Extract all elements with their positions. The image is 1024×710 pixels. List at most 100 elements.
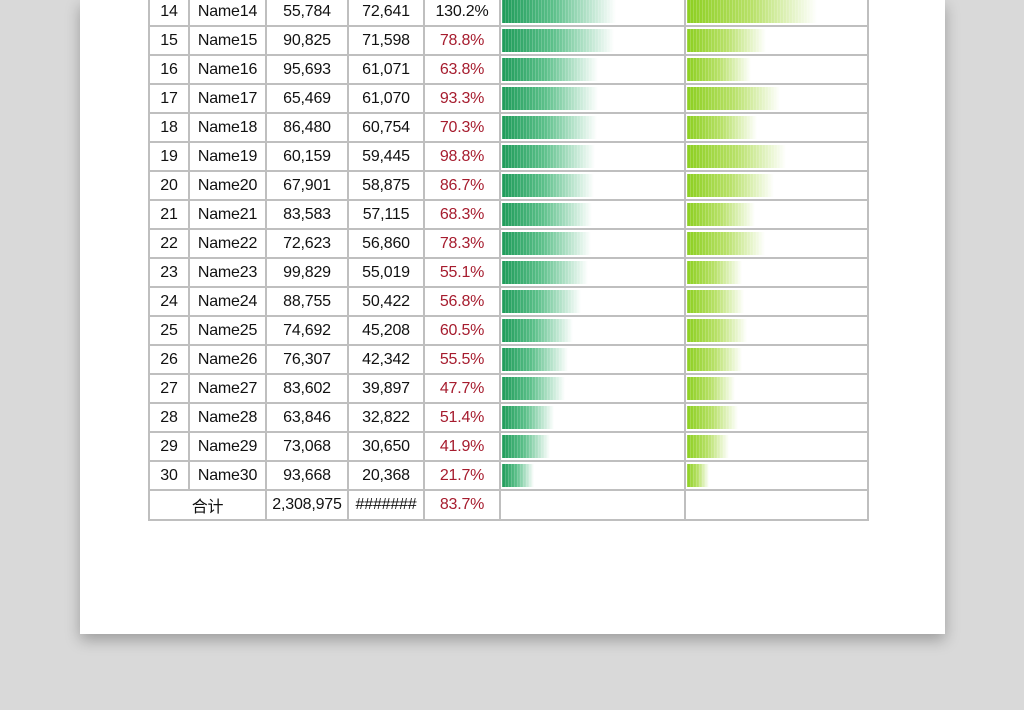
value-a-cell[interactable]: 76,307: [265, 344, 349, 375]
total-bar-cell-ratio[interactable]: [684, 489, 869, 521]
row-number-cell[interactable]: 20: [148, 170, 190, 201]
percent-cell[interactable]: 55.5%: [423, 344, 501, 375]
row-number-cell[interactable]: 26: [148, 344, 190, 375]
percent-cell[interactable]: 55.1%: [423, 257, 501, 288]
value-a-cell[interactable]: 74,692: [265, 315, 349, 346]
name-cell[interactable]: Name18: [188, 112, 267, 143]
data-bar-cell-value[interactable]: [499, 228, 686, 259]
data-bar-cell-ratio[interactable]: [684, 199, 869, 230]
percent-cell[interactable]: 68.3%: [423, 199, 501, 230]
row-number-cell[interactable]: 16: [148, 54, 190, 85]
row-number-cell[interactable]: 24: [148, 286, 190, 317]
data-bar-cell-value[interactable]: [499, 315, 686, 346]
data-bar-cell-ratio[interactable]: [684, 170, 869, 201]
row-number-cell[interactable]: 17: [148, 83, 190, 114]
percent-cell[interactable]: 98.8%: [423, 141, 501, 172]
percent-cell[interactable]: 63.8%: [423, 54, 501, 85]
value-a-cell[interactable]: 99,829: [265, 257, 349, 288]
data-bar-cell-ratio[interactable]: [684, 257, 869, 288]
value-b-cell[interactable]: 71,598: [347, 25, 425, 56]
data-bar-cell-value[interactable]: [499, 112, 686, 143]
row-number-cell[interactable]: 22: [148, 228, 190, 259]
data-bar-cell-value[interactable]: [499, 170, 686, 201]
name-cell[interactable]: Name15: [188, 25, 267, 56]
percent-cell[interactable]: 86.7%: [423, 170, 501, 201]
row-number-cell[interactable]: 29: [148, 431, 190, 462]
data-bar-cell-value[interactable]: [499, 373, 686, 404]
value-a-cell[interactable]: 67,901: [265, 170, 349, 201]
value-b-cell[interactable]: 57,115: [347, 199, 425, 230]
data-bar-cell-ratio[interactable]: [684, 25, 869, 56]
value-a-cell[interactable]: 60,159: [265, 141, 349, 172]
data-bar-cell-ratio[interactable]: [684, 344, 869, 375]
data-bar-cell-value[interactable]: [499, 0, 686, 27]
row-number-cell[interactable]: 19: [148, 141, 190, 172]
value-b-cell[interactable]: 20,368: [347, 460, 425, 491]
name-cell[interactable]: Name19: [188, 141, 267, 172]
data-bar-cell-value[interactable]: [499, 141, 686, 172]
data-bar-cell-ratio[interactable]: [684, 460, 869, 491]
row-number-cell[interactable]: 15: [148, 25, 190, 56]
value-b-cell[interactable]: 30,650: [347, 431, 425, 462]
percent-cell[interactable]: 60.5%: [423, 315, 501, 346]
percent-cell[interactable]: 78.8%: [423, 25, 501, 56]
row-number-cell[interactable]: 28: [148, 402, 190, 433]
value-a-cell[interactable]: 72,623: [265, 228, 349, 259]
data-bar-cell-ratio[interactable]: [684, 431, 869, 462]
total-a-cell[interactable]: 2,308,975: [265, 489, 349, 521]
value-b-cell[interactable]: 32,822: [347, 402, 425, 433]
name-cell[interactable]: Name22: [188, 228, 267, 259]
total-b-cell[interactable]: #######: [347, 489, 425, 521]
name-cell[interactable]: Name16: [188, 54, 267, 85]
name-cell[interactable]: Name24: [188, 286, 267, 317]
data-bar-cell-ratio[interactable]: [684, 373, 869, 404]
name-cell[interactable]: Name30: [188, 460, 267, 491]
name-cell[interactable]: Name21: [188, 199, 267, 230]
data-bar-cell-value[interactable]: [499, 402, 686, 433]
data-bar-cell-ratio[interactable]: [684, 286, 869, 317]
data-bar-cell-value[interactable]: [499, 286, 686, 317]
value-a-cell[interactable]: 95,693: [265, 54, 349, 85]
data-bar-cell-ratio[interactable]: [684, 112, 869, 143]
value-b-cell[interactable]: 50,422: [347, 286, 425, 317]
value-a-cell[interactable]: 65,469: [265, 83, 349, 114]
total-bar-cell-value[interactable]: [499, 489, 686, 521]
percent-cell[interactable]: 47.7%: [423, 373, 501, 404]
name-cell[interactable]: Name23: [188, 257, 267, 288]
value-a-cell[interactable]: 55,784: [265, 0, 349, 27]
data-bar-cell-ratio[interactable]: [684, 315, 869, 346]
percent-cell[interactable]: 93.3%: [423, 83, 501, 114]
data-bar-cell-ratio[interactable]: [684, 0, 869, 27]
value-b-cell[interactable]: 59,445: [347, 141, 425, 172]
data-bar-cell-value[interactable]: [499, 199, 686, 230]
value-a-cell[interactable]: 63,846: [265, 402, 349, 433]
value-b-cell[interactable]: 42,342: [347, 344, 425, 375]
value-a-cell[interactable]: 86,480: [265, 112, 349, 143]
data-bar-cell-ratio[interactable]: [684, 54, 869, 85]
value-b-cell[interactable]: 56,860: [347, 228, 425, 259]
data-bar-cell-value[interactable]: [499, 344, 686, 375]
percent-cell[interactable]: 70.3%: [423, 112, 501, 143]
value-b-cell[interactable]: 55,019: [347, 257, 425, 288]
percent-cell[interactable]: 51.4%: [423, 402, 501, 433]
name-cell[interactable]: Name14: [188, 0, 267, 27]
data-bar-cell-ratio[interactable]: [684, 83, 869, 114]
value-b-cell[interactable]: 58,875: [347, 170, 425, 201]
data-bar-cell-ratio[interactable]: [684, 402, 869, 433]
row-number-cell[interactable]: 14: [148, 0, 190, 27]
row-number-cell[interactable]: 21: [148, 199, 190, 230]
row-number-cell[interactable]: 27: [148, 373, 190, 404]
value-b-cell[interactable]: 61,071: [347, 54, 425, 85]
value-b-cell[interactable]: 45,208: [347, 315, 425, 346]
percent-cell[interactable]: 130.2%: [423, 0, 501, 27]
name-cell[interactable]: Name17: [188, 83, 267, 114]
value-b-cell[interactable]: 72,641: [347, 0, 425, 27]
data-bar-cell-value[interactable]: [499, 25, 686, 56]
value-b-cell[interactable]: 61,070: [347, 83, 425, 114]
data-bar-cell-value[interactable]: [499, 431, 686, 462]
data-bar-cell-value[interactable]: [499, 54, 686, 85]
value-b-cell[interactable]: 60,754: [347, 112, 425, 143]
name-cell[interactable]: Name29: [188, 431, 267, 462]
name-cell[interactable]: Name25: [188, 315, 267, 346]
value-a-cell[interactable]: 88,755: [265, 286, 349, 317]
